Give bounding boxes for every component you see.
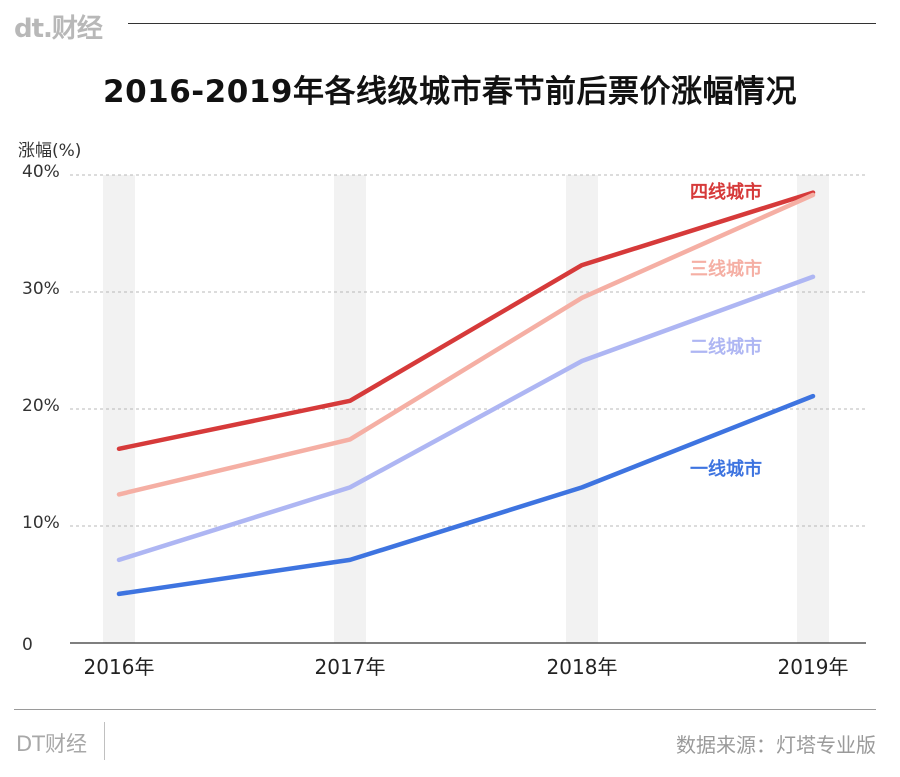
y-tick-label: 20%	[22, 396, 60, 416]
y-tick-label: 0	[22, 635, 33, 655]
series-line-tier3	[116, 192, 816, 497]
y-axis-label: 涨幅(%)	[18, 141, 81, 161]
series-line-tier4	[116, 190, 816, 452]
footer-brand: DT财经	[16, 732, 87, 756]
top-divider	[128, 23, 876, 24]
series-label-tier4: 四线城市	[690, 181, 762, 203]
x-tick-label: 2016年	[84, 655, 155, 679]
dt-logo: dt.财经	[14, 14, 103, 44]
y-tick-label: 10%	[22, 513, 60, 533]
footer-divider	[14, 709, 876, 710]
x-tick-label: 2017年	[315, 655, 386, 679]
x-tick-label: 2018年	[547, 655, 618, 679]
footer-separator	[104, 722, 105, 760]
data-source: 数据来源：灯塔专业版	[676, 733, 876, 757]
series-line-tier1	[116, 393, 816, 597]
year-band	[797, 175, 829, 643]
year-band	[334, 175, 366, 643]
y-tick-label: 40%	[22, 162, 60, 182]
top-bar: dt.财经	[0, 0, 900, 50]
x-tick-label: 2019年	[778, 655, 849, 679]
series-label-tier3: 三线城市	[690, 258, 762, 280]
line-chart: 涨幅(%) 0 10% 20% 30% 40% 2016年 2017年 2018年 2019年 四线…	[18, 141, 866, 679]
series-label-tier2: 二线城市	[690, 336, 762, 358]
chart-title: 2016-2019年各线级城市春节前后票价涨幅情况	[103, 74, 797, 110]
series-line-tier2	[116, 274, 816, 563]
y-tick-label: 30%	[22, 279, 60, 299]
series-label-tier1: 一线城市	[690, 458, 762, 480]
